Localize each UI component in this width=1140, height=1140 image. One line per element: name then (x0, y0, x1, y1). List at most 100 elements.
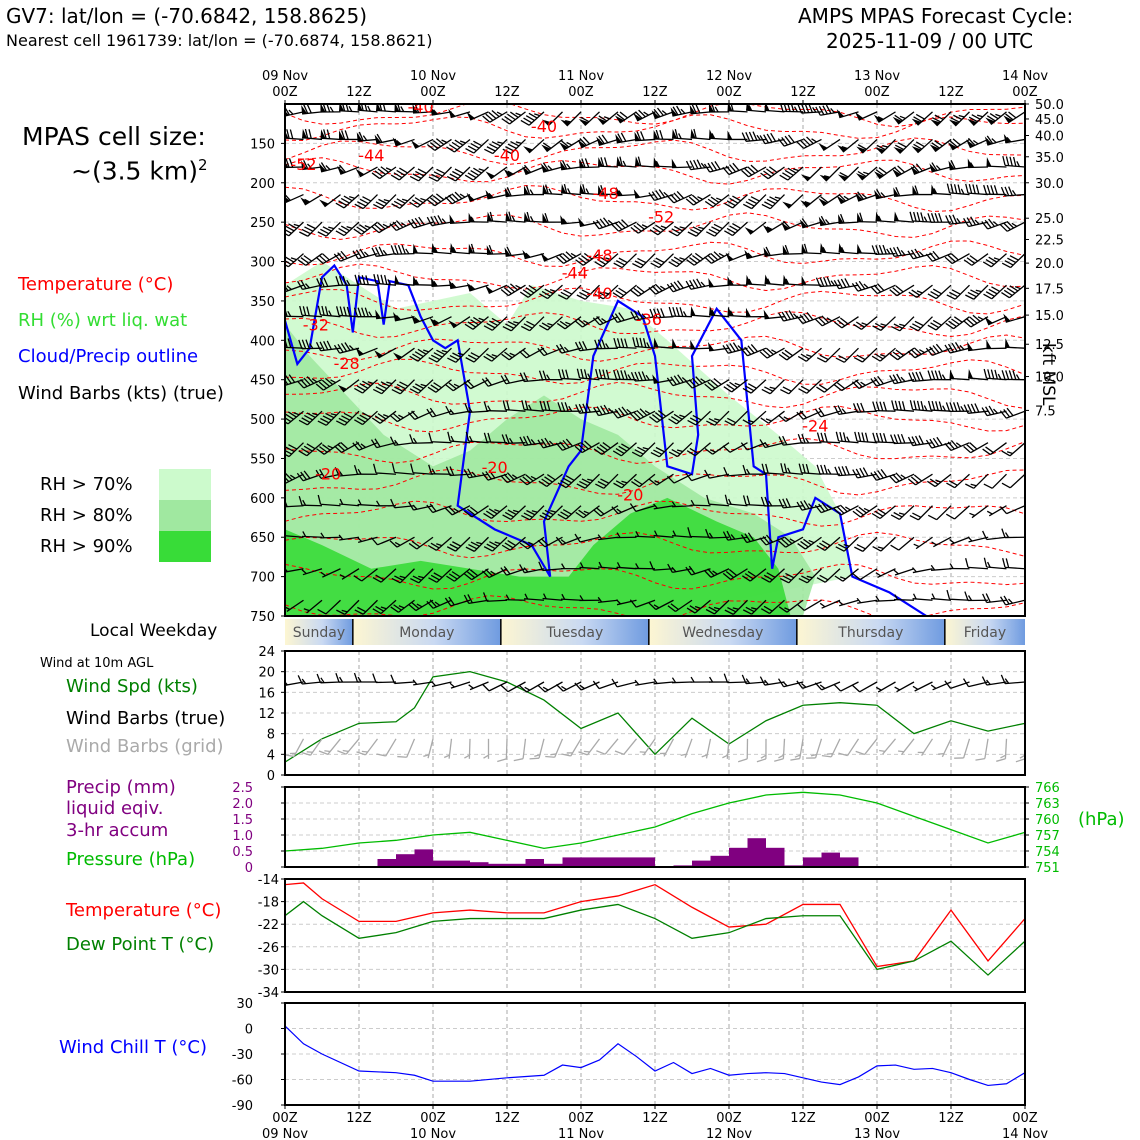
barb-flag (966, 444, 975, 452)
barb-flag (390, 674, 396, 684)
barb-flag (915, 163, 923, 172)
barb-flag (522, 289, 532, 296)
upper-wind-barb (816, 432, 841, 444)
barb-flag (374, 170, 383, 178)
barb-flag (808, 104, 813, 113)
upper-wind-barb (764, 104, 785, 113)
barb-flag (679, 414, 686, 418)
barb-flag (855, 508, 864, 516)
surface-barb-true (796, 680, 822, 689)
barb-flag (871, 355, 881, 362)
upper-wind-barb (298, 410, 323, 426)
barb-flag (529, 757, 540, 760)
barb-flag (1004, 260, 1014, 266)
barb-staff (623, 738, 638, 755)
upper-wind-barb (704, 442, 730, 455)
upper-wind-barb (540, 252, 563, 262)
barb-flag (616, 113, 625, 121)
upper-wind-barb (797, 433, 822, 444)
barb-flag (668, 451, 678, 458)
barb-staff (486, 599, 508, 602)
barb-flag (1001, 262, 1011, 269)
barb-flag (889, 375, 895, 384)
barb-flag (895, 349, 904, 357)
barb-flag (538, 370, 544, 380)
barb-flag (494, 541, 501, 545)
barb-flag (399, 575, 406, 579)
surface-barb-true (500, 681, 526, 693)
barb-staff (899, 138, 915, 154)
barb-flag (877, 116, 884, 120)
barb-staff (897, 111, 915, 125)
upper-wind-barb (389, 220, 415, 232)
barb-flag (816, 432, 821, 442)
barb-flag (481, 570, 490, 579)
barb-flag (630, 289, 639, 297)
barb-flag (658, 189, 666, 198)
upper-wind-barb (930, 111, 952, 127)
barb-flag (525, 474, 534, 482)
upper-wind-barb (576, 284, 600, 300)
dewpoint-series (285, 900, 1025, 976)
surface-barb-true (962, 678, 989, 688)
barb-flag (578, 509, 587, 517)
barb-flag (426, 199, 436, 207)
upper-wind-barb (485, 284, 508, 295)
upper-wind-barb (301, 568, 323, 576)
upper-wind-barb (907, 347, 933, 359)
barb-pennant (984, 316, 993, 325)
barb-flag (415, 279, 420, 286)
barb-flag (544, 288, 554, 295)
barb-flag (593, 448, 603, 455)
barb-flag (359, 383, 369, 389)
pressure-tick-label: 766 (1035, 781, 1060, 796)
barb-flag (582, 340, 588, 351)
barb-flag (506, 400, 510, 411)
upper-wind-barb (912, 567, 933, 574)
barb-flag (486, 146, 496, 152)
barb-pennant (894, 211, 900, 221)
barb-flag (320, 532, 325, 539)
barb-flag (999, 410, 1007, 419)
legend-cloud: Cloud/Precip outline (18, 346, 199, 367)
barb-pennant (672, 129, 678, 139)
upper-wind-barb (668, 442, 693, 458)
barb-flag (607, 219, 614, 225)
barb-flag (372, 673, 377, 683)
barb-flag (507, 143, 517, 150)
barb-flag (454, 139, 464, 146)
surface-barb-true (449, 681, 471, 689)
barb-staff (320, 503, 341, 507)
upper-wind-barb (285, 535, 304, 538)
barb-staff (561, 192, 582, 196)
barb-flag (544, 476, 553, 483)
barb-flag (613, 370, 618, 380)
upper-wind-barb (466, 282, 489, 292)
barb-flag (509, 352, 516, 357)
upper-wind-barb (946, 284, 970, 300)
barb-flag (993, 257, 1000, 261)
upper-wind-barb (466, 111, 489, 121)
barb-flag (397, 755, 407, 758)
barb-flag (768, 500, 773, 507)
barb-flag (952, 402, 958, 412)
barb-flag (898, 512, 905, 516)
barb-pennant (948, 160, 955, 170)
upper-wind-barb (336, 599, 360, 615)
upper-wind-barb (502, 400, 526, 412)
barb-flag (526, 320, 536, 327)
barb-pennant (485, 171, 495, 179)
surface-barb-grid (806, 738, 823, 759)
barb-flag (652, 260, 662, 266)
barb-flag (319, 469, 326, 478)
barb-flag (999, 596, 1007, 606)
barb-flag (709, 449, 716, 453)
upper-wind-barb (560, 593, 582, 601)
barb-flag (777, 138, 785, 147)
barb-staff (635, 164, 656, 168)
barb-flag (927, 514, 937, 521)
barb-flag (616, 338, 621, 348)
barb-pennant (857, 243, 863, 254)
barb-flag (525, 115, 535, 121)
barb-flag (317, 305, 322, 316)
